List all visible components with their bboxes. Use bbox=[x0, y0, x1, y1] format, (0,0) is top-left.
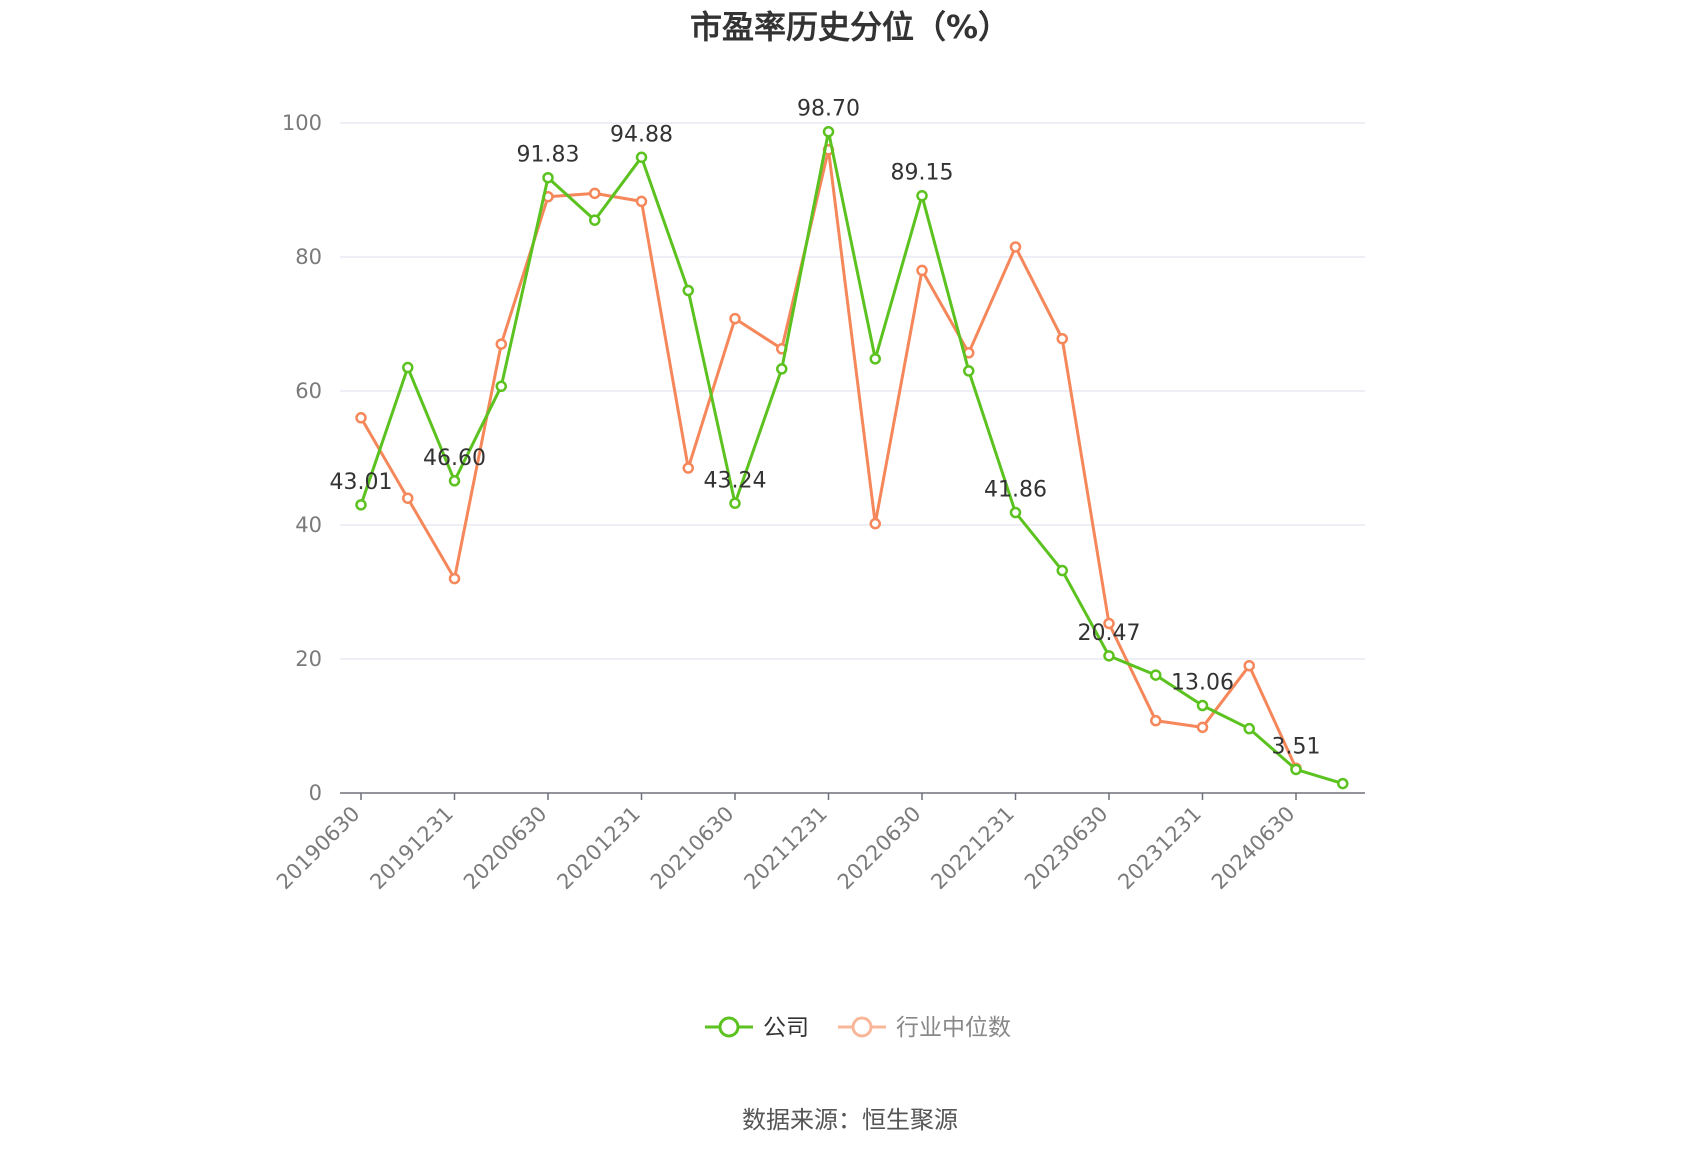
data-label: 43.24 bbox=[704, 468, 767, 493]
company-point bbox=[1103, 650, 1115, 662]
company-point bbox=[402, 361, 414, 374]
data-label: 43.01 bbox=[330, 470, 393, 495]
data-label: 46.60 bbox=[423, 446, 486, 471]
industry-median-point bbox=[589, 187, 601, 200]
x-tick-label: 20210630 bbox=[646, 802, 739, 895]
company-point bbox=[869, 353, 881, 365]
legend-marker-icon bbox=[718, 1016, 740, 1038]
series-layer bbox=[355, 125, 1349, 790]
industry-median-point bbox=[869, 517, 881, 530]
company-line bbox=[359, 130, 1344, 786]
chart-title: 市盈率历史分位（%） bbox=[690, 8, 1010, 46]
y-axis: 0 20 40 60 80 100 bbox=[282, 111, 322, 805]
data-label: 98.70 bbox=[797, 97, 860, 122]
company-point bbox=[1243, 722, 1255, 735]
data-label: 13.06 bbox=[1171, 670, 1234, 695]
data-label: 41.86 bbox=[984, 478, 1047, 503]
industry-median-point bbox=[1103, 617, 1115, 630]
x-tick-label: 20190630 bbox=[272, 802, 365, 895]
data-label: 20.47 bbox=[1078, 621, 1141, 646]
x-tick-label: 20231231 bbox=[1113, 802, 1206, 895]
company-point bbox=[1150, 669, 1162, 681]
industry-median-point bbox=[448, 572, 461, 585]
x-tick-label: 20221231 bbox=[926, 802, 1019, 895]
x-tick-label: 20200630 bbox=[459, 802, 552, 895]
company-point bbox=[1337, 777, 1349, 790]
industry-median-point bbox=[1009, 241, 1022, 253]
company-point bbox=[822, 125, 835, 138]
company-point bbox=[542, 171, 554, 184]
company-point bbox=[448, 475, 461, 487]
x-tick-label: 20191231 bbox=[365, 802, 458, 895]
legend-label: 公司 bbox=[763, 1015, 809, 1041]
company-point bbox=[589, 214, 601, 226]
data-label: 91.83 bbox=[517, 143, 580, 168]
company-point bbox=[729, 497, 741, 510]
company-point bbox=[1009, 506, 1022, 519]
industry-median-point bbox=[682, 462, 694, 474]
legend[interactable]: 公司 行业中位数 bbox=[705, 1015, 1011, 1041]
company-point bbox=[495, 380, 507, 393]
data-labels: 43.01 46.60 91.83 94.88 43.24 98.70 89.15 41.86… bbox=[330, 97, 1321, 760]
industry-median-point bbox=[1150, 714, 1162, 727]
industry-median-point bbox=[1196, 721, 1209, 734]
industry-median-point bbox=[402, 492, 414, 504]
y-tick-label: 60 bbox=[295, 379, 322, 403]
legend-marker-icon bbox=[851, 1016, 873, 1038]
x-tick-label: 20211231 bbox=[739, 802, 832, 895]
x-axis: 20190630 20191231 20200630 20201231 20210630… bbox=[272, 792, 1365, 895]
x-tick-label: 20240630 bbox=[1207, 802, 1300, 895]
industry-median-point bbox=[635, 195, 648, 208]
data-label: 94.88 bbox=[610, 122, 673, 147]
data-label: 3.51 bbox=[1272, 734, 1321, 759]
company-point bbox=[355, 499, 367, 511]
y-tick-label: 20 bbox=[295, 647, 322, 671]
company-point bbox=[635, 151, 648, 164]
x-tick-label: 20201231 bbox=[552, 802, 645, 895]
legend-item-industry-median[interactable]: 行业中位数 bbox=[838, 1015, 1011, 1041]
legend-label: 行业中位数 bbox=[896, 1015, 1011, 1041]
data-label: 89.15 bbox=[891, 161, 954, 186]
y-tick-label: 40 bbox=[295, 513, 322, 537]
company-point bbox=[916, 189, 928, 202]
grid-lines bbox=[340, 122, 1365, 660]
industry-median-point bbox=[1243, 659, 1255, 672]
industry-median-point bbox=[355, 412, 367, 424]
company-point bbox=[682, 284, 694, 297]
legend-item-company[interactable]: 公司 bbox=[705, 1015, 809, 1041]
company-point bbox=[963, 365, 975, 377]
industry-median-point bbox=[1056, 332, 1068, 345]
company-point bbox=[1056, 564, 1068, 577]
y-tick-label: 80 bbox=[295, 245, 322, 269]
company-point bbox=[1290, 763, 1302, 776]
industry-median-point bbox=[916, 264, 928, 277]
y-tick-label: 0 bbox=[309, 781, 322, 805]
company-point bbox=[776, 363, 788, 375]
industry-median-point bbox=[729, 312, 741, 325]
x-tick-label: 20220630 bbox=[833, 802, 926, 895]
x-tick-label: 20230630 bbox=[1020, 802, 1113, 895]
source-note: 数据来源：恒生聚源 bbox=[742, 1106, 958, 1134]
industry-median-point bbox=[495, 338, 507, 350]
company-point bbox=[1196, 699, 1209, 712]
y-tick-label: 100 bbox=[282, 111, 322, 135]
